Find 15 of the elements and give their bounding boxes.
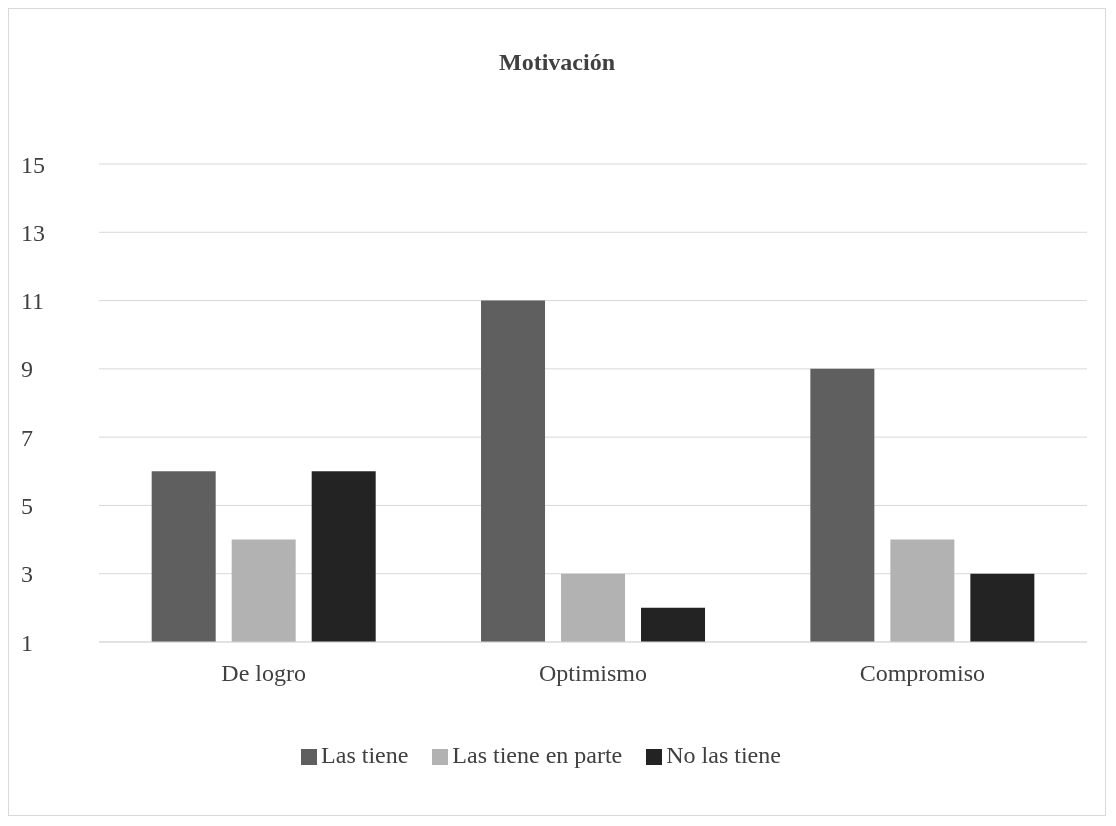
y-tick-label: 3 xyxy=(21,561,33,588)
y-tick-label: 7 xyxy=(21,424,33,451)
x-tick-label: Compromiso xyxy=(859,660,986,687)
y-tick-label: 13 xyxy=(21,219,45,246)
y-tick-label: 1 xyxy=(21,629,33,656)
y-tick-label: 5 xyxy=(21,492,33,519)
chart-title: Motivación xyxy=(498,49,616,76)
legend-label: No las tiene xyxy=(666,742,781,768)
y-tick-label: 15 xyxy=(21,151,45,178)
legend-label: Las tiene xyxy=(321,742,409,768)
legend-label: Las tiene en parte xyxy=(452,742,623,768)
y-tick-label: 11 xyxy=(21,288,45,315)
x-tick-label: Optimismo xyxy=(538,660,648,687)
x-tick-label: De logro xyxy=(221,660,306,687)
y-tick-label: 9 xyxy=(21,356,33,383)
